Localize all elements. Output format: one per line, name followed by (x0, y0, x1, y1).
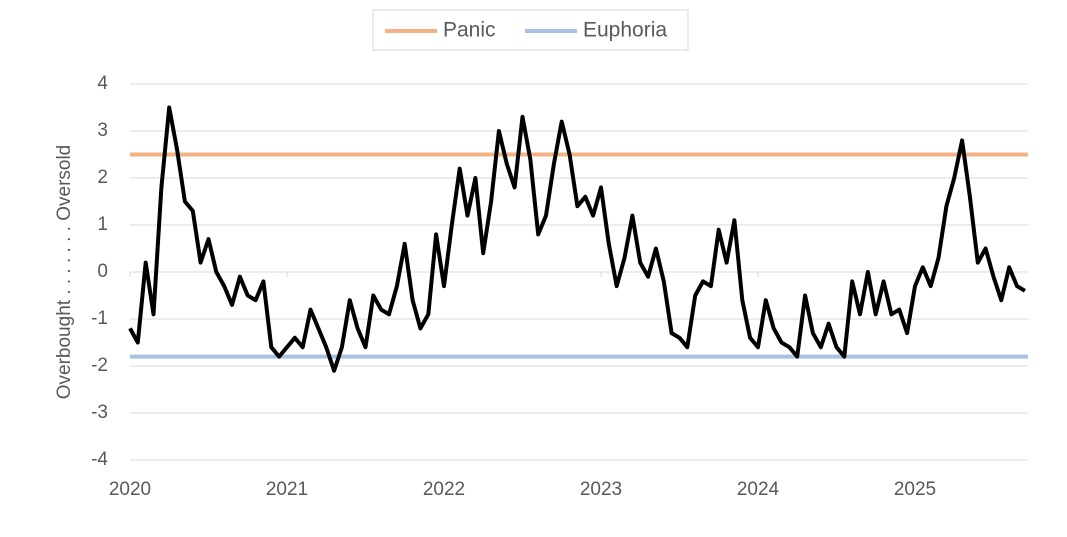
y-tick-label: -2 (91, 355, 108, 376)
y-tick-label: 1 (97, 214, 108, 235)
y-tick-label: 2 (97, 167, 108, 188)
x-tick-label: 2021 (266, 479, 308, 500)
y-tick-label: -3 (91, 402, 108, 423)
y-tick-label: 0 (97, 261, 108, 282)
y-tick-label: -4 (91, 449, 108, 470)
y-tick-label: 4 (97, 73, 108, 94)
x-tick-label: 2023 (580, 479, 622, 500)
legend-label: Euphoria (583, 19, 667, 42)
x-tick-label: 2025 (894, 479, 936, 500)
y-tick-label: -1 (91, 308, 108, 329)
y-tick-label: 3 (97, 120, 108, 141)
x-tick-label: 2020 (109, 479, 151, 500)
y-axis-label: Overbought . . . . . . . Oversold (54, 145, 75, 400)
data-line (128, 105, 1026, 373)
x-tick-label: 2024 (737, 479, 780, 500)
x-tick-label: 2022 (423, 479, 465, 500)
legend-label: Panic (443, 19, 496, 42)
